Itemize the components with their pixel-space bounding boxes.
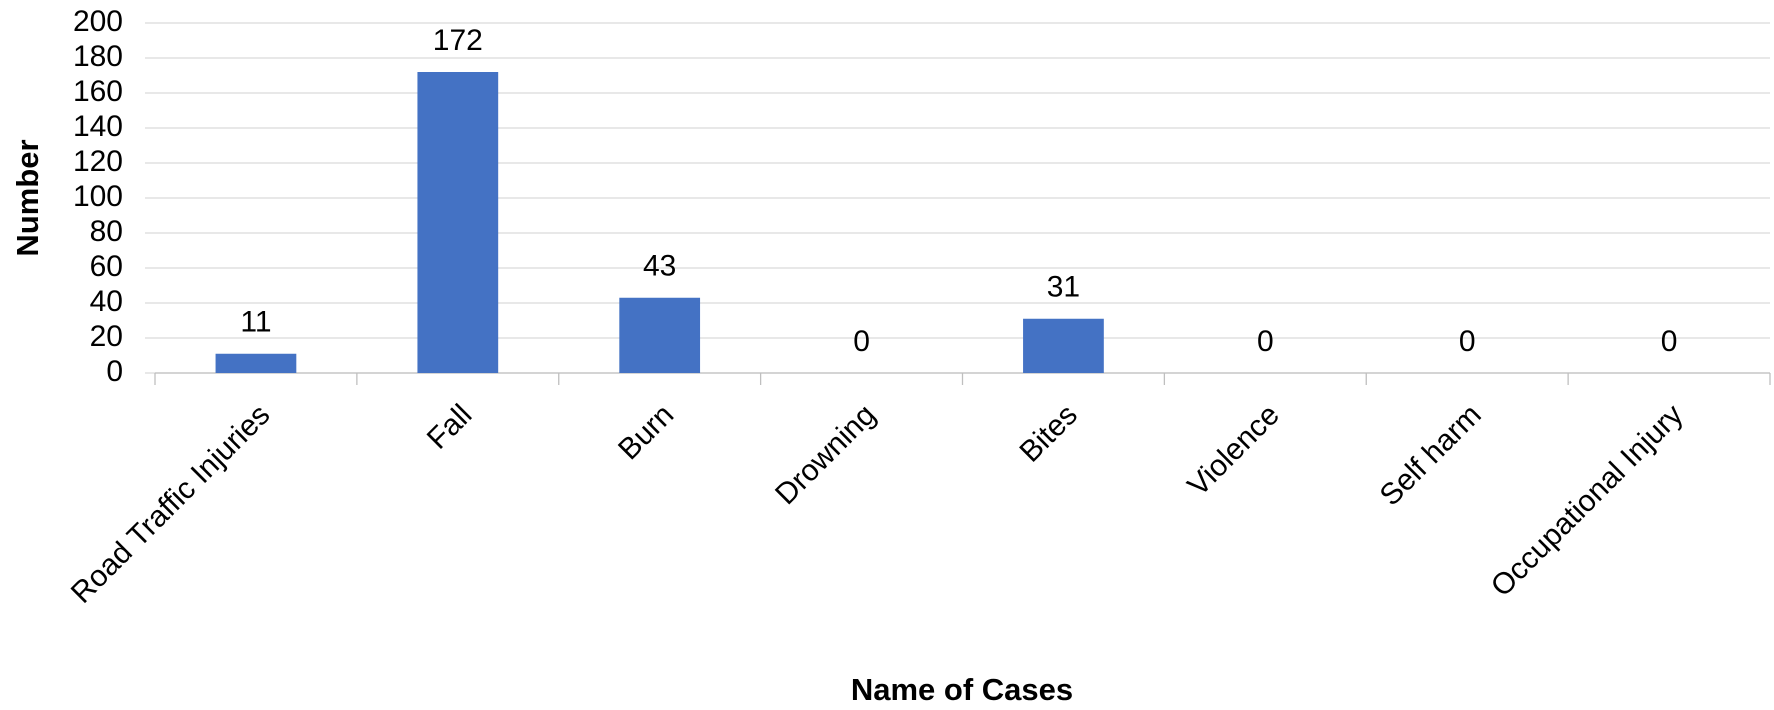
bar xyxy=(619,297,701,373)
x-tick-label: Burn xyxy=(612,398,680,466)
y-tick-label: 60 xyxy=(90,250,123,283)
x-tick-label: Violence xyxy=(1182,398,1286,502)
data-label: 0 xyxy=(1661,325,1678,358)
x-tick-label: Self harm xyxy=(1374,398,1488,512)
data-label: 31 xyxy=(1047,271,1080,304)
data-label: 172 xyxy=(433,24,483,57)
bar xyxy=(417,72,499,373)
x-tick-label: Bites xyxy=(1013,398,1084,469)
data-label: 0 xyxy=(853,325,870,358)
y-tick-label: 100 xyxy=(73,180,123,213)
x-tick-label: Drowning xyxy=(769,398,882,511)
y-tick-label: 80 xyxy=(90,215,123,248)
bar xyxy=(1023,318,1104,373)
data-label: 11 xyxy=(240,306,271,339)
data-label: 0 xyxy=(1257,325,1274,358)
y-tick-label: 180 xyxy=(73,40,123,73)
x-tick-label: Occupational Injury xyxy=(1485,398,1690,603)
y-tick-label: 140 xyxy=(73,110,123,143)
y-tick-label: 200 xyxy=(73,5,123,38)
y-tick-label: 20 xyxy=(90,320,123,353)
bar xyxy=(215,353,297,373)
data-label: 0 xyxy=(1459,325,1476,358)
x-tick-label: Road Traffic Injuries xyxy=(65,398,277,610)
y-tick-label: 120 xyxy=(73,145,123,178)
y-axis-title: Number xyxy=(10,139,45,256)
data-label: 43 xyxy=(643,250,676,283)
y-tick-label: 160 xyxy=(73,75,123,108)
x-axis-title: Name of Cases xyxy=(851,672,1073,707)
y-tick-label: 40 xyxy=(90,285,123,318)
x-tick-label: Fall xyxy=(421,398,479,456)
y-tick-label: 0 xyxy=(106,355,123,388)
